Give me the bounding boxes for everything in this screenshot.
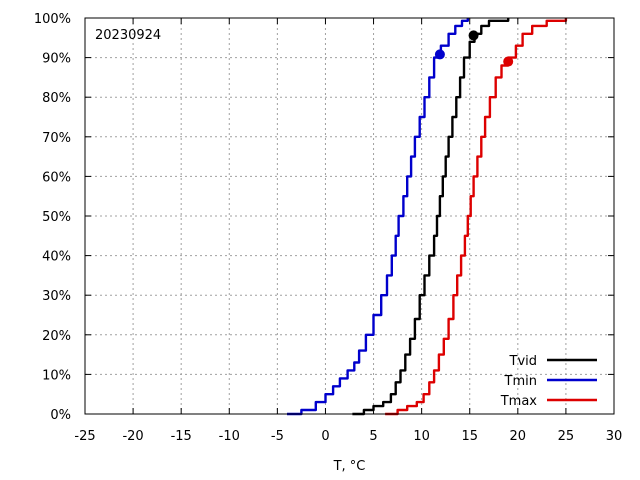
- x-tick-label: 10: [413, 429, 430, 444]
- series-line-tvid: [352, 18, 510, 416]
- legend-label-tvid: Tvid: [509, 354, 538, 369]
- series-layer: [287, 18, 568, 416]
- x-tick-label: 20: [510, 429, 527, 444]
- legend-label-tmin: Tmin: [504, 374, 537, 389]
- y-tick-label: 30%: [42, 289, 71, 304]
- series-marker-tvid: [468, 30, 479, 41]
- y-tick-label: 10%: [42, 368, 71, 383]
- y-tick-label: 70%: [42, 131, 71, 146]
- axis-ticks: [84, 17, 615, 415]
- y-tick-label: 50%: [42, 210, 71, 225]
- y-tick-label: 80%: [42, 91, 71, 106]
- x-tick-label: -25: [74, 429, 95, 444]
- legend-label-tmax: Tmax: [500, 394, 538, 409]
- x-tick-label: -15: [171, 429, 192, 444]
- y-tick-label: 90%: [42, 52, 71, 67]
- x-tick-labels: -25 -20 -15 -10 -5 0 5 10 15 20 25 30: [74, 429, 622, 444]
- series-line-tmax: [385, 18, 568, 416]
- x-tick-label: -10: [219, 429, 240, 444]
- y-tick-label: 40%: [42, 250, 71, 265]
- x-tick-label: 25: [558, 429, 575, 444]
- x-tick-label: 30: [606, 429, 623, 444]
- series-marker-tmin: [434, 49, 445, 60]
- x-tick-label: 0: [321, 429, 329, 444]
- legend: Tvid Tmin Tmax: [500, 354, 597, 409]
- grid-lines: [85, 18, 614, 414]
- series-marker-tmax: [503, 56, 514, 67]
- x-tick-label: -5: [271, 429, 284, 444]
- y-tick-label: 100%: [34, 12, 71, 27]
- y-tick-label: 60%: [42, 170, 71, 185]
- y-tick-label: 20%: [42, 329, 71, 344]
- x-tick-label: 15: [461, 429, 478, 444]
- y-tick-label: 0%: [50, 408, 71, 423]
- x-tick-label: 5: [369, 429, 377, 444]
- x-tick-label: -20: [122, 429, 143, 444]
- x-axis-label: T, °C: [333, 459, 366, 474]
- date-annotation: 20230924: [95, 28, 161, 43]
- y-tick-labels: 0% 10% 20% 30% 40% 50% 60% 70% 80% 90% 100%: [34, 12, 71, 423]
